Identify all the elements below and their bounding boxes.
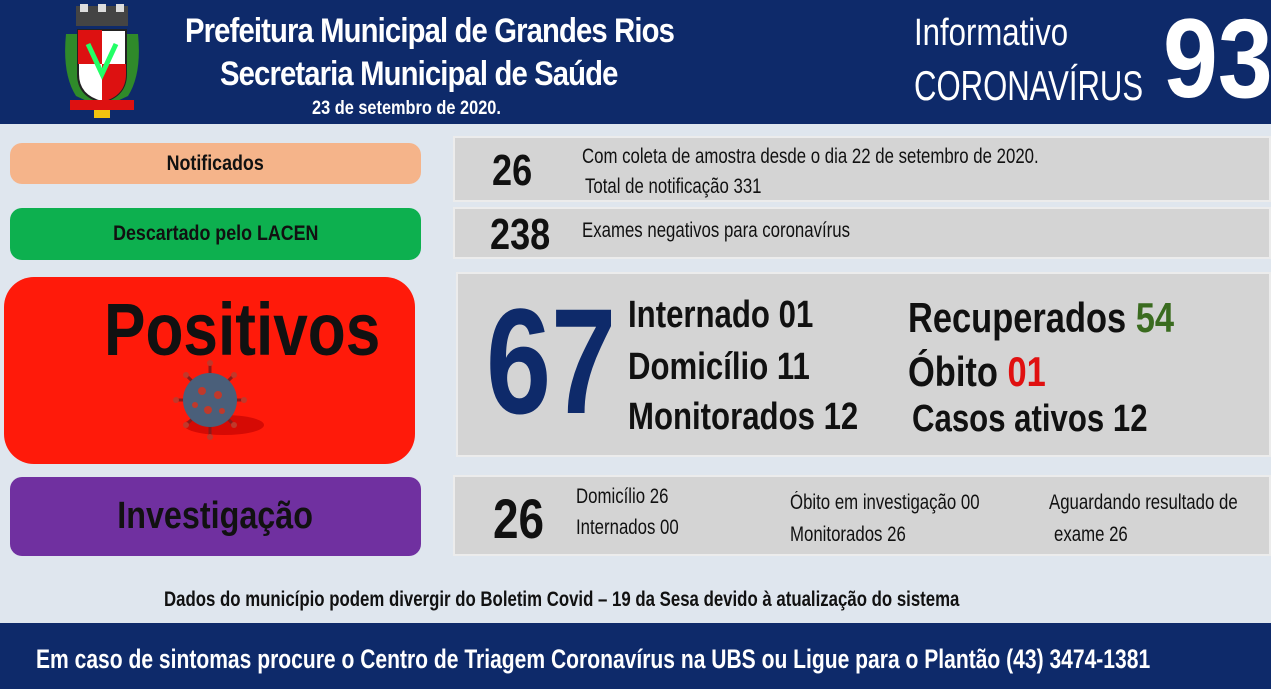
obito-value: 01 (1007, 348, 1046, 395)
notificados-collection-text: Com coleta de amostra desde o dia 22 de … (582, 145, 1039, 168)
notificados-count: 26 (492, 146, 533, 195)
internado-text: Internado 01 (628, 294, 814, 336)
notificados-panel (453, 136, 1271, 202)
recuperados-label: Recuperados (908, 294, 1127, 341)
descartado-count: 238 (490, 210, 551, 259)
investigacao-label: Investigação (10, 477, 421, 556)
monitorados-text: Monitorados 12 (628, 396, 859, 438)
municipal-coat-of-arms-icon (65, 4, 139, 118)
investigacao-panel (453, 475, 1271, 556)
secretariat-title: Secretaria Municipal de Saúde (220, 55, 618, 93)
descartado-panel (453, 207, 1271, 259)
edition-number: 93 (1163, 0, 1271, 121)
report-date: 23 de setembro de 2020. (312, 98, 501, 119)
investigacao-internados: Internados 00 (576, 516, 679, 539)
positivos-label-box: Positivos (4, 277, 415, 464)
investigacao-monitorados: Monitorados 26 (790, 523, 906, 546)
recuperados-text: Recuperados 54 (908, 294, 1174, 342)
obito-text: Óbito 01 (908, 348, 1046, 396)
header-banner: Prefeitura Municipal de Grandes Rios Sec… (0, 0, 1271, 124)
positivos-count: 67 (486, 277, 617, 445)
footer-banner: Em caso de sintomas procure o Centro de … (0, 623, 1271, 689)
descartado-text: Exames negativos para coronavírus (582, 219, 851, 242)
obito-label: Óbito (908, 348, 998, 395)
descartado-label: Descartado pelo LACEN (10, 208, 421, 260)
coronavirus-label: CORONAVÍRUS (914, 62, 1144, 109)
positivos-panel (456, 272, 1271, 457)
notificados-label: Notificados (10, 143, 421, 184)
municipality-title: Prefeitura Municipal de Grandes Rios (185, 12, 675, 50)
coronavirus-icon (173, 360, 264, 440)
investigacao-count: 26 (493, 487, 545, 550)
data-disclaimer: Dados do município podem divergir do Bol… (164, 588, 960, 611)
recuperados-value: 54 (1135, 294, 1175, 341)
positivos-label: Positivos (104, 288, 381, 371)
domicilio-text: Domicílio 11 (628, 346, 810, 388)
investigacao-aguardando-line1: Aguardando resultado de (1049, 491, 1238, 514)
investigacao-obito: Óbito em investigação 00 (790, 491, 980, 514)
investigacao-aguardando-line2: exame 26 (1054, 523, 1128, 546)
info-label: Informativo (914, 12, 1069, 54)
investigacao-domicilio: Domicílio 26 (576, 485, 669, 508)
contact-message: Em caso de sintomas procure o Centro de … (36, 644, 1151, 674)
casos-ativos-text: Casos ativos 12 (912, 398, 1148, 440)
notificados-total-text: Total de notificação 331 (585, 175, 762, 198)
